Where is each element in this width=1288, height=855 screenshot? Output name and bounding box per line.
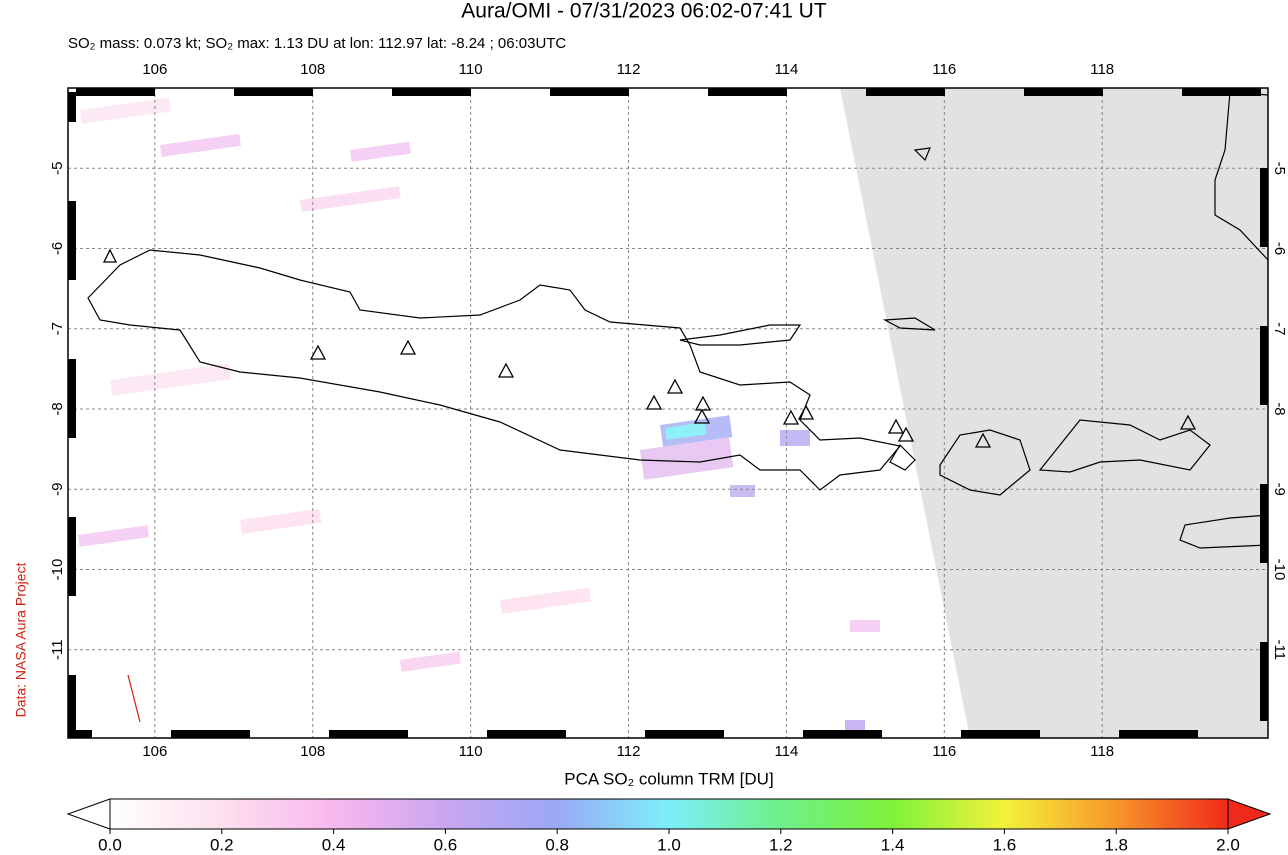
- lon-label-top: 112: [617, 61, 641, 78]
- colorbar-tick-label: 0.8: [545, 835, 569, 854]
- so2-pixels: [78, 97, 880, 730]
- lon-label-top: 106: [142, 61, 167, 78]
- no-data-region: [840, 88, 1268, 738]
- colorbar-over: [1227, 798, 1272, 830]
- colorbar-tick-label: 1.6: [993, 835, 1017, 854]
- lon-label-bottom: 112: [617, 743, 641, 760]
- map: [68, 88, 1268, 738]
- lat-label-right: -8: [1271, 402, 1288, 415]
- lat-label-right: -6: [1271, 242, 1288, 255]
- lat-label-right: -11: [1271, 639, 1288, 660]
- track-marker: [127, 674, 141, 723]
- lat-label-left: -6: [49, 242, 66, 255]
- lat-label-left: -9: [49, 483, 66, 496]
- lon-label-bottom: 114: [774, 743, 798, 760]
- colorbar-tick-label: 0.6: [434, 835, 458, 854]
- lat-label-right: -7: [1271, 322, 1288, 335]
- lon-label-bottom: 116: [932, 743, 956, 760]
- lon-label-bottom: 108: [300, 743, 325, 760]
- volcanoes: [102, 248, 1197, 448]
- lat-label-right: -10: [1271, 559, 1288, 581]
- lon-label-top: 110: [459, 61, 483, 78]
- colorbar-tick-label: 0.0: [98, 835, 122, 854]
- title: Aura/OMI - 07/31/2023 06:02-07:41 UT: [461, 0, 827, 23]
- lat-label-right: -9: [1271, 483, 1288, 496]
- lat-label-left: -11: [49, 639, 66, 660]
- lon-label-top: 114: [774, 61, 798, 78]
- lat-label-left: -8: [49, 402, 66, 415]
- credit: Data: NASA Aura Project: [13, 562, 29, 717]
- lat-label-left: -5: [49, 162, 66, 175]
- lon-label-bottom: 118: [1090, 743, 1114, 760]
- colorbar-tick-label: 1.2: [769, 835, 793, 854]
- grid: [68, 88, 1268, 738]
- lat-label-left: -7: [49, 322, 66, 335]
- lon-label-bottom: 110: [459, 743, 483, 760]
- subtitle: SO₂ mass: 0.073 kt; SO₂ max: 1.13 DU at …: [68, 35, 566, 52]
- colorbar-tick-label: 1.0: [657, 835, 681, 854]
- axis-labels: 106 106 108 108 110 110 112 112 114 114 116 116 118 1…: [49, 61, 1288, 760]
- colorbar-tick-label: 1.8: [1104, 835, 1128, 854]
- colorbar: [109, 798, 1229, 830]
- colorbar-tick-label: 0.2: [210, 835, 234, 854]
- frame-checker: [68, 88, 1268, 738]
- lat-label-left: -10: [49, 559, 66, 581]
- lon-label-top: 116: [932, 61, 956, 78]
- colorbar-under: [66, 798, 111, 830]
- colorbar-tick-label: 2.0: [1216, 835, 1240, 854]
- lat-label-right: -5: [1271, 162, 1288, 175]
- colorbar-ticks: 0.0 0.2 0.4 0.6 0.8 1.0 1.2 1.4 1.6 1.8 2.0: [98, 829, 1240, 854]
- colorbar-tick-label: 0.4: [322, 835, 346, 854]
- colorbar-label: PCA SO₂ column TRM [DU]: [564, 769, 773, 788]
- lon-label-bottom: 106: [142, 743, 167, 760]
- lon-label-top: 108: [300, 61, 325, 78]
- colorbar-tick-label: 1.4: [881, 835, 905, 854]
- lon-label-top: 118: [1090, 61, 1114, 78]
